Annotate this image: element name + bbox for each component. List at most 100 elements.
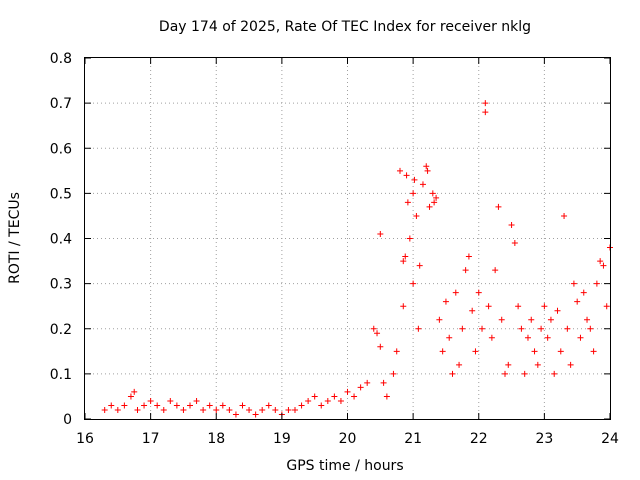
y-tick-label: 0.6 bbox=[50, 141, 72, 157]
data-point bbox=[141, 402, 148, 409]
data-point bbox=[574, 298, 581, 305]
data-point bbox=[462, 267, 469, 274]
data-point bbox=[482, 109, 489, 116]
data-point bbox=[410, 280, 417, 287]
data-point bbox=[577, 334, 584, 341]
data-point bbox=[193, 397, 200, 404]
data-point bbox=[511, 240, 518, 247]
y-tick-label: 0.8 bbox=[50, 51, 72, 67]
x-tick-label: 18 bbox=[207, 431, 225, 447]
data-point bbox=[265, 402, 272, 409]
data-point bbox=[561, 212, 568, 219]
data-point bbox=[475, 289, 482, 296]
data-point bbox=[479, 325, 486, 332]
data-point bbox=[383, 393, 390, 400]
data-point bbox=[337, 397, 344, 404]
data-point bbox=[593, 280, 600, 287]
data-point bbox=[597, 258, 604, 265]
data-point bbox=[534, 361, 541, 368]
data-point bbox=[423, 163, 430, 170]
data-point bbox=[485, 303, 492, 310]
x-tick-label: 19 bbox=[273, 431, 291, 447]
data-point bbox=[488, 334, 495, 341]
data-point bbox=[154, 402, 161, 409]
data-point bbox=[433, 194, 440, 201]
data-point bbox=[528, 316, 535, 323]
x-tick-label: 24 bbox=[601, 431, 619, 447]
data-point bbox=[492, 267, 499, 274]
data-point bbox=[498, 316, 505, 323]
data-point bbox=[570, 280, 577, 287]
data-point bbox=[393, 348, 400, 355]
data-point bbox=[567, 361, 574, 368]
y-tick-label: 0.7 bbox=[50, 96, 72, 112]
data-point bbox=[400, 258, 407, 265]
data-point bbox=[377, 343, 384, 350]
data-point bbox=[232, 411, 239, 418]
chart-title: Day 174 of 2025, Rate Of TEC Index for r… bbox=[159, 19, 531, 35]
data-point bbox=[538, 325, 545, 332]
data-point bbox=[456, 361, 463, 368]
y-tick-label: 0 bbox=[63, 412, 72, 428]
data-point bbox=[187, 402, 193, 409]
y-tick-label: 0.1 bbox=[50, 367, 72, 383]
data-point bbox=[311, 393, 318, 400]
data-points bbox=[101, 100, 613, 418]
data-point bbox=[400, 303, 407, 310]
data-point bbox=[377, 230, 384, 237]
x-tick-label: 23 bbox=[535, 431, 553, 447]
data-point bbox=[404, 199, 411, 206]
data-point bbox=[121, 402, 128, 409]
data-point bbox=[544, 334, 551, 341]
data-point bbox=[131, 388, 138, 395]
y-tick-label: 0.4 bbox=[50, 232, 72, 248]
data-point bbox=[147, 397, 154, 404]
data-point bbox=[305, 397, 312, 404]
data-point bbox=[403, 172, 410, 179]
x-axis-label: GPS time / hours bbox=[286, 458, 403, 474]
data-point bbox=[344, 388, 351, 395]
data-point bbox=[416, 262, 423, 269]
data-point bbox=[370, 325, 377, 332]
data-point bbox=[252, 411, 259, 418]
data-point bbox=[600, 262, 607, 269]
data-point bbox=[557, 348, 564, 355]
x-tick-label: 22 bbox=[470, 431, 488, 447]
data-point bbox=[397, 167, 403, 174]
data-point bbox=[603, 303, 610, 310]
x-tick-label: 17 bbox=[142, 431, 160, 447]
data-point bbox=[413, 212, 420, 219]
data-point bbox=[114, 406, 121, 413]
data-point bbox=[547, 316, 554, 323]
data-point bbox=[587, 325, 594, 332]
data-point bbox=[590, 348, 597, 355]
data-point bbox=[364, 379, 371, 386]
data-point bbox=[508, 221, 515, 228]
data-point bbox=[541, 303, 548, 310]
data-point bbox=[298, 402, 305, 409]
data-point bbox=[524, 334, 531, 341]
y-axis-label: ROTI / TECUs bbox=[7, 192, 23, 284]
x-tick-labels: 16 17 18 19 20 21 22 23 24 bbox=[76, 431, 619, 447]
data-point bbox=[415, 325, 422, 332]
data-point bbox=[180, 406, 187, 413]
data-point bbox=[515, 303, 522, 310]
data-point bbox=[411, 176, 418, 183]
data-point bbox=[472, 348, 479, 355]
data-point bbox=[502, 370, 508, 377]
data-point bbox=[564, 325, 571, 332]
data-point bbox=[465, 253, 472, 260]
data-point bbox=[482, 100, 489, 107]
data-point bbox=[426, 203, 433, 210]
data-point bbox=[324, 397, 331, 404]
data-point bbox=[134, 406, 141, 413]
data-point bbox=[331, 393, 338, 400]
data-point bbox=[173, 402, 180, 409]
data-point bbox=[410, 190, 417, 197]
data-point bbox=[402, 253, 409, 260]
data-point bbox=[390, 370, 397, 377]
data-point bbox=[127, 393, 134, 400]
x-tick-label: 20 bbox=[339, 431, 357, 447]
data-point bbox=[439, 348, 446, 355]
